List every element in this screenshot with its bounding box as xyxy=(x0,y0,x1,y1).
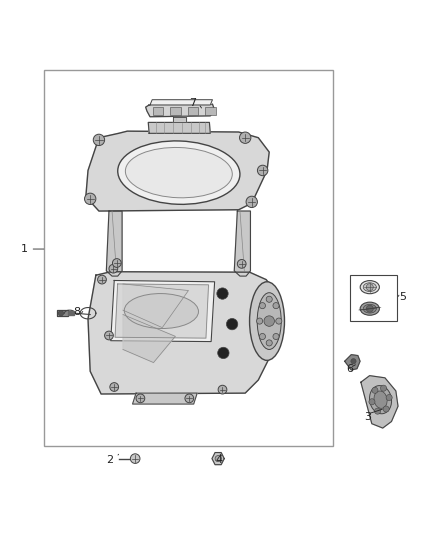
Bar xyxy=(44,70,332,446)
Circle shape xyxy=(226,318,238,330)
Text: 4: 4 xyxy=(215,455,223,465)
Ellipse shape xyxy=(118,141,240,204)
Circle shape xyxy=(85,193,96,205)
Polygon shape xyxy=(212,453,224,465)
Circle shape xyxy=(218,348,229,359)
Polygon shape xyxy=(123,284,188,328)
Circle shape xyxy=(237,260,246,268)
Polygon shape xyxy=(173,117,186,122)
Polygon shape xyxy=(361,376,398,428)
Circle shape xyxy=(351,359,356,364)
Circle shape xyxy=(372,387,378,393)
Polygon shape xyxy=(106,211,122,276)
Circle shape xyxy=(105,331,113,340)
Circle shape xyxy=(383,406,389,412)
Bar xyxy=(187,107,198,115)
Circle shape xyxy=(381,385,387,391)
Polygon shape xyxy=(86,131,269,211)
Circle shape xyxy=(366,284,373,290)
Ellipse shape xyxy=(125,148,232,198)
Polygon shape xyxy=(123,314,175,362)
Ellipse shape xyxy=(124,294,198,328)
Circle shape xyxy=(136,394,145,403)
Ellipse shape xyxy=(250,282,285,360)
Ellipse shape xyxy=(374,391,387,408)
Circle shape xyxy=(185,394,194,403)
Text: 3: 3 xyxy=(364,412,371,422)
Text: 6: 6 xyxy=(346,364,353,374)
Bar xyxy=(152,107,163,115)
Polygon shape xyxy=(115,284,208,338)
Ellipse shape xyxy=(363,304,376,313)
Ellipse shape xyxy=(360,280,379,294)
Polygon shape xyxy=(150,100,212,105)
Circle shape xyxy=(217,288,228,299)
Text: 1: 1 xyxy=(21,244,28,254)
Circle shape xyxy=(369,399,375,405)
Polygon shape xyxy=(146,104,215,117)
Bar xyxy=(170,107,180,115)
Circle shape xyxy=(266,296,272,302)
Ellipse shape xyxy=(370,385,392,414)
Text: 2: 2 xyxy=(106,455,113,465)
Circle shape xyxy=(246,196,258,207)
Circle shape xyxy=(259,303,265,309)
Circle shape xyxy=(218,385,227,394)
Bar xyxy=(350,275,397,321)
Ellipse shape xyxy=(360,302,379,315)
Circle shape xyxy=(386,394,392,401)
Polygon shape xyxy=(148,123,210,133)
Circle shape xyxy=(276,318,282,324)
Circle shape xyxy=(366,305,373,312)
Text: 7: 7 xyxy=(189,98,196,108)
Bar xyxy=(205,107,215,115)
Circle shape xyxy=(98,275,106,284)
Polygon shape xyxy=(68,311,74,316)
Circle shape xyxy=(273,334,279,340)
Ellipse shape xyxy=(257,293,281,350)
Circle shape xyxy=(58,311,64,316)
Circle shape xyxy=(93,134,105,146)
Circle shape xyxy=(374,408,381,414)
Circle shape xyxy=(264,316,275,326)
Text: 8: 8 xyxy=(74,308,81,317)
Circle shape xyxy=(259,334,265,340)
Polygon shape xyxy=(234,211,251,276)
Ellipse shape xyxy=(363,283,376,292)
Text: 5: 5 xyxy=(399,292,406,302)
Circle shape xyxy=(113,259,121,268)
Circle shape xyxy=(109,264,118,273)
Circle shape xyxy=(257,318,263,324)
Polygon shape xyxy=(133,393,197,404)
Polygon shape xyxy=(57,310,68,316)
Polygon shape xyxy=(88,272,283,394)
Circle shape xyxy=(273,303,279,309)
Circle shape xyxy=(215,456,221,462)
Circle shape xyxy=(131,454,140,463)
Circle shape xyxy=(240,132,251,143)
Polygon shape xyxy=(345,354,360,370)
Circle shape xyxy=(258,165,268,176)
Polygon shape xyxy=(111,280,215,342)
Circle shape xyxy=(266,340,272,346)
Circle shape xyxy=(110,383,119,391)
